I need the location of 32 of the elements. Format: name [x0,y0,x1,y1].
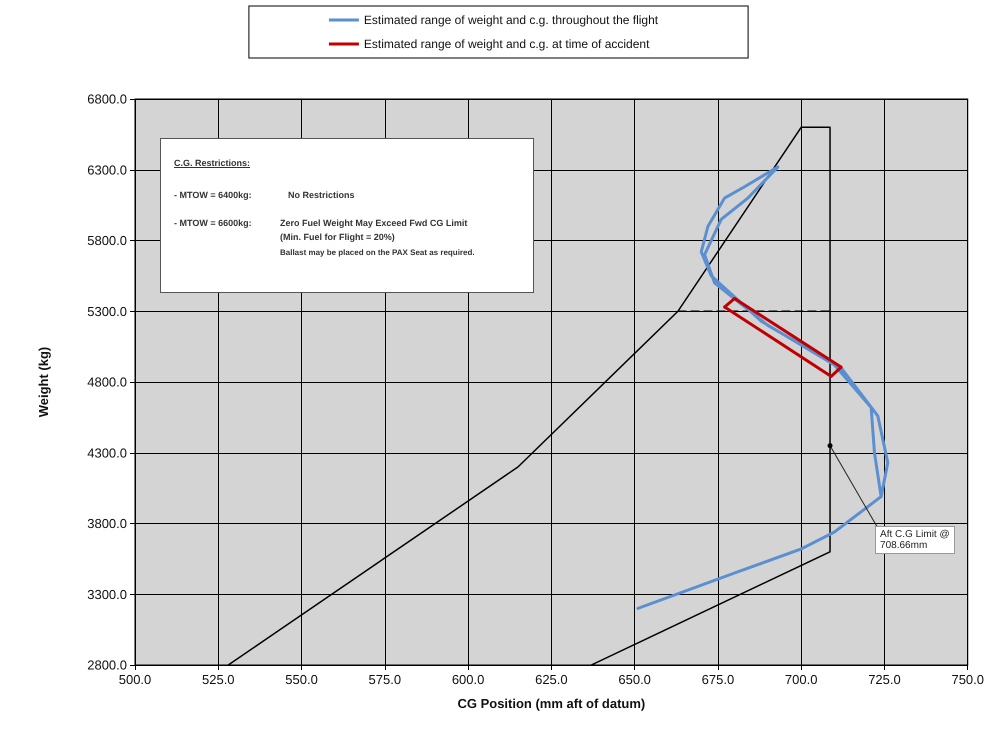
x-tick-label: 600.0 [452,672,484,687]
x-tick-label: 725.0 [868,672,901,687]
x-tick-label: 500.0 [118,672,152,687]
y-tick-label: 4300.0 [87,445,127,460]
y-tick-label: 5300.0 [87,304,127,319]
annotation: (Min. Fuel for Flight = 20%) [280,232,395,242]
annotation: Ballast may be placed on the PAX Seat as required. [280,248,475,257]
annotation: No Restrictions [288,190,355,200]
y-tick-label: 5800.0 [87,233,127,248]
x-axis-title: CG Position (mm aft of datum) [457,696,646,711]
x-tick-label: 650.0 [618,672,651,687]
y-tick-label: 4800.0 [87,374,127,390]
y-tick-label: 6300.0 [87,162,127,178]
y-tick-label: 3800.0 [87,516,127,531]
y-tick-label: 3300.0 [87,586,127,602]
annotation: - MTOW = 6400kg: [174,190,252,200]
x-tick-label: 550.0 [285,672,318,687]
legend-label: Estimated range of weight and c.g. throughout the flight [364,13,659,27]
x-tick-label: 675.0 [702,672,734,687]
y-axis-title: Weight (kg) [36,346,51,418]
x-tick-label: 750.0 [951,672,984,687]
legend-label: Estimated range of weight and c.g. at time of accident [364,37,650,51]
x-tick-label: 625.0 [535,672,568,687]
x-tick-label: 575.0 [368,672,402,687]
annotation: - MTOW = 6600kg: [174,218,252,228]
y-tick-label: 2800.0 [87,658,127,672]
annotation: C.G. Restrictions: [174,158,250,168]
x-tick-label: 700.0 [784,672,818,687]
x-tick-label: 525.0 [202,672,235,687]
annotation: Zero Fuel Weight May Exceed Fwd CG Limit [280,218,468,228]
annotation: Aft C.G Limit @ 708.66mm [875,526,956,554]
y-tick-label: 6800.0 [87,92,127,106]
